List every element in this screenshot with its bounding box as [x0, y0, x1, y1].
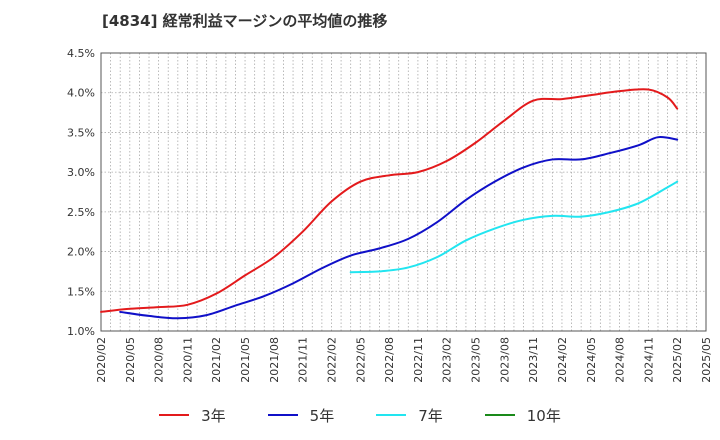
legend-label: 7年 — [418, 406, 443, 425]
series-line-1 — [119, 136, 679, 320]
x-tick-label: 2024/05 — [585, 337, 598, 383]
x-tick-label: 2025/02 — [671, 337, 684, 383]
y-tick-label: 3.5% — [67, 126, 95, 139]
legend-swatch — [159, 414, 190, 416]
y-tick-label: 4.0% — [67, 87, 95, 100]
legend-swatch — [484, 414, 515, 416]
legend-item: 3年 — [159, 405, 226, 426]
x-tick-label: 2022/05 — [354, 337, 367, 383]
x-tick-label: 2021/05 — [239, 337, 252, 383]
legend-item: 10年 — [484, 405, 561, 426]
series-lines — [100, 88, 679, 320]
legend-label: 5年 — [309, 406, 335, 425]
y-tick-label: 1.5% — [67, 285, 95, 298]
x-tick-label: 2020/11 — [181, 337, 194, 383]
legend-label: 10年 — [526, 406, 561, 425]
series-line-0 — [100, 88, 679, 313]
x-tick-label: 2023/05 — [470, 337, 483, 383]
x-tick-label: 2020/08 — [153, 337, 166, 383]
x-tick-label: 2024/02 — [556, 337, 569, 383]
x-tick-label: 2020/02 — [95, 337, 108, 383]
series-line-2 — [349, 180, 679, 274]
plot-frame — [100, 52, 707, 332]
grid — [101, 53, 706, 331]
x-tick-label: 2020/05 — [124, 337, 137, 383]
legend-item: 7年 — [376, 405, 443, 426]
x-tick-label: 2021/11 — [297, 337, 310, 383]
legend-item: 5年 — [267, 405, 335, 426]
x-tick-label: 2021/02 — [210, 337, 223, 383]
y-tick-label: 3.0% — [67, 166, 95, 179]
x-tick-label: 2022/08 — [383, 337, 396, 383]
x-tick-label: 2023/08 — [498, 337, 511, 383]
x-tick-label: 2023/11 — [527, 337, 540, 383]
legend-swatch — [376, 414, 407, 416]
y-tick-label: 2.5% — [67, 206, 95, 219]
x-tick-label: 2025/05 — [700, 337, 713, 383]
x-tick-label: 2022/11 — [412, 337, 425, 383]
legend-swatch — [267, 414, 298, 416]
tick-labels: 1.0% 1.5% 2.0% 2.5% 3.0% 3.5% 4.0% 4.5% 2020/02 2… — [67, 47, 713, 383]
y-tick-label: 1.0% — [67, 325, 95, 338]
legend-label: 3年 — [201, 406, 226, 425]
chart-title: [4834] 経常利益マージンの平均値の推移 — [102, 12, 388, 30]
y-tick-label: 4.5% — [67, 47, 95, 60]
legend: 3年 5年 7年 10年 — [0, 404, 720, 426]
x-tick-label: 2021/08 — [268, 337, 281, 383]
y-tick-label: 2.0% — [67, 246, 95, 259]
x-tick-label: 2022/02 — [325, 337, 338, 383]
x-tick-label: 2024/11 — [642, 337, 655, 383]
axes — [100, 52, 707, 332]
x-tick-label: 2024/08 — [614, 337, 627, 383]
x-tick-label: 2023/02 — [441, 337, 454, 383]
